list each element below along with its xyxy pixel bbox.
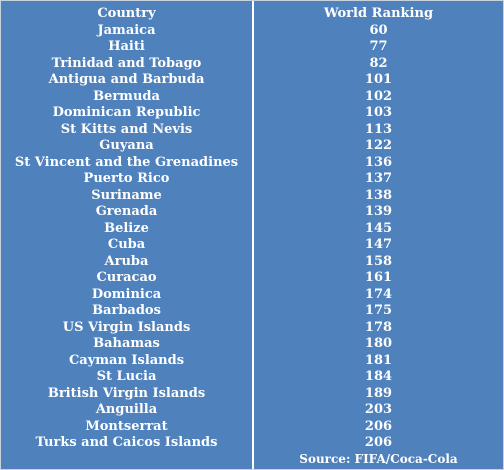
country-cell: Anguilla — [95, 402, 158, 417]
ranking-cell: 102 — [364, 88, 393, 104]
ranking-cell: 184 — [364, 369, 393, 384]
ranking-cell: 82 — [369, 55, 388, 71]
ranking-cell: 60 — [369, 22, 388, 38]
country-cell: Belize — [104, 220, 149, 236]
ranking-cell: 113 — [364, 121, 393, 137]
header-world-ranking: World Ranking — [323, 6, 434, 21]
source-note: Source: FIFA/Coca-Cola — [299, 452, 458, 466]
ranking-cell: 101 — [364, 72, 393, 87]
country-cell: Grenada — [95, 204, 158, 219]
ranking-cell: 145 — [364, 220, 393, 236]
country-cell: Bahamas — [93, 336, 160, 351]
ranking-cell: 161 — [364, 270, 393, 285]
country-cell: Dominica — [91, 286, 162, 302]
header-country: Country — [97, 6, 156, 21]
country-cell: Antigua and Barbuda — [48, 72, 205, 87]
country-cell: Haiti — [108, 39, 145, 54]
ranking-cell: 180 — [364, 336, 393, 351]
country-cell: St Vincent and the Grenadines — [14, 154, 239, 170]
country-column: Country Jamaica Haiti Trinidad and Tobag… — [1, 6, 252, 452]
country-cell: St Lucia — [96, 369, 157, 384]
country-cell: St Kitts and Nevis — [60, 121, 193, 137]
country-cell: Guyana — [99, 138, 154, 153]
country-cell: Bermuda — [93, 88, 160, 104]
country-cell: Puerto Rico — [83, 171, 170, 186]
ranking-cell: 203 — [364, 402, 393, 417]
ranking-cell: 206 — [364, 418, 393, 434]
country-cell: British Virgin Islands — [47, 385, 206, 401]
ranking-cell: 139 — [364, 204, 393, 219]
ranking-cell: 189 — [364, 385, 393, 401]
ranking-cell: 175 — [364, 303, 393, 318]
ranking-cell: 103 — [364, 105, 393, 120]
country-cell: Montserrat — [85, 418, 168, 434]
ranking-cell: 181 — [364, 352, 393, 368]
country-cell: Trinidad and Tobago — [51, 55, 202, 71]
ranking-cell: 178 — [364, 319, 393, 335]
column-divider — [252, 1, 254, 469]
ranking-cell: 147 — [364, 237, 393, 252]
country-cell: Barbados — [92, 303, 161, 318]
country-cell: Dominican Republic — [52, 105, 201, 120]
country-cell: Turks and Caicos Islands — [35, 435, 218, 450]
country-cell: Jamaica — [97, 22, 156, 38]
ranking-column: World Ranking 60 77 82 101 102 103 113 1… — [254, 6, 503, 452]
ranking-cell: 138 — [364, 187, 393, 203]
country-cell: Cayman Islands — [68, 352, 185, 368]
country-cell: Aruba — [104, 253, 149, 269]
country-cell: Curacao — [96, 270, 157, 285]
ranking-cell: 136 — [364, 154, 393, 170]
country-cell: Suriname — [91, 187, 162, 203]
ranking-cell: 206 — [364, 435, 393, 450]
ranking-cell: 137 — [364, 171, 393, 186]
ranking-cell: 174 — [364, 286, 393, 302]
country-cell: Cuba — [107, 237, 146, 252]
ranking-cell: 158 — [364, 253, 393, 269]
ranking-cell: 77 — [369, 39, 388, 54]
ranking-cell: 122 — [364, 138, 393, 153]
country-cell: US Virgin Islands — [62, 319, 191, 335]
